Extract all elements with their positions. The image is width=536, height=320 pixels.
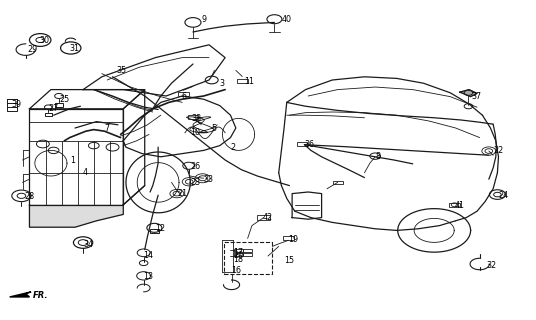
- Text: 9: 9: [201, 15, 206, 24]
- Text: 36: 36: [304, 140, 315, 149]
- Text: 40: 40: [282, 15, 292, 24]
- Bar: [257, 215, 270, 220]
- Text: 39: 39: [12, 100, 22, 109]
- Text: 41: 41: [455, 201, 465, 210]
- Text: 2: 2: [230, 143, 236, 152]
- Polygon shape: [29, 205, 123, 227]
- Text: 11: 11: [244, 77, 255, 86]
- Text: 27: 27: [48, 104, 58, 113]
- Text: 24: 24: [498, 191, 509, 200]
- Bar: [7, 99, 17, 111]
- Bar: [150, 229, 159, 233]
- Text: 14: 14: [144, 252, 154, 260]
- Text: 20: 20: [233, 252, 243, 260]
- Text: 19: 19: [288, 236, 299, 244]
- Text: 12: 12: [155, 224, 166, 233]
- Text: 13: 13: [144, 272, 154, 281]
- Text: 37: 37: [472, 92, 482, 100]
- Text: 38: 38: [192, 114, 202, 123]
- Text: 7: 7: [105, 124, 110, 132]
- Text: 4: 4: [83, 168, 88, 177]
- Text: 1: 1: [70, 156, 75, 164]
- Text: 5: 5: [212, 124, 217, 132]
- Bar: [237, 79, 248, 83]
- Polygon shape: [10, 292, 31, 297]
- Bar: [283, 236, 294, 240]
- Text: 6: 6: [181, 92, 186, 100]
- Bar: [55, 103, 63, 107]
- Bar: [224, 242, 272, 274]
- Text: 25: 25: [59, 95, 69, 104]
- Bar: [333, 180, 343, 184]
- Text: 3: 3: [220, 79, 225, 88]
- Text: 34: 34: [83, 240, 93, 249]
- Bar: [297, 142, 307, 146]
- Text: FR.: FR.: [33, 291, 49, 300]
- Bar: [44, 113, 51, 116]
- Polygon shape: [460, 90, 477, 97]
- Text: 23: 23: [190, 178, 200, 187]
- Text: 30: 30: [39, 36, 49, 44]
- Text: 21: 21: [177, 189, 187, 198]
- Bar: [449, 203, 460, 207]
- Text: 29: 29: [28, 45, 38, 54]
- Text: 42: 42: [263, 213, 273, 222]
- Text: 28: 28: [24, 192, 34, 201]
- Text: 10: 10: [190, 128, 200, 137]
- Text: 16: 16: [232, 266, 242, 275]
- Bar: [178, 92, 189, 97]
- Bar: [234, 249, 243, 252]
- Text: 32: 32: [487, 261, 497, 270]
- Text: 31: 31: [70, 44, 80, 52]
- Text: 33: 33: [204, 175, 214, 184]
- Bar: [243, 249, 252, 252]
- Bar: [243, 253, 252, 256]
- Text: 35: 35: [117, 66, 127, 75]
- Text: 17: 17: [233, 248, 243, 257]
- Text: 15: 15: [284, 256, 294, 265]
- Bar: [188, 115, 198, 119]
- Text: 22: 22: [493, 146, 503, 155]
- Bar: [234, 253, 243, 256]
- Text: 8: 8: [375, 152, 380, 161]
- Text: 18: 18: [233, 255, 243, 264]
- Text: 26: 26: [190, 162, 200, 171]
